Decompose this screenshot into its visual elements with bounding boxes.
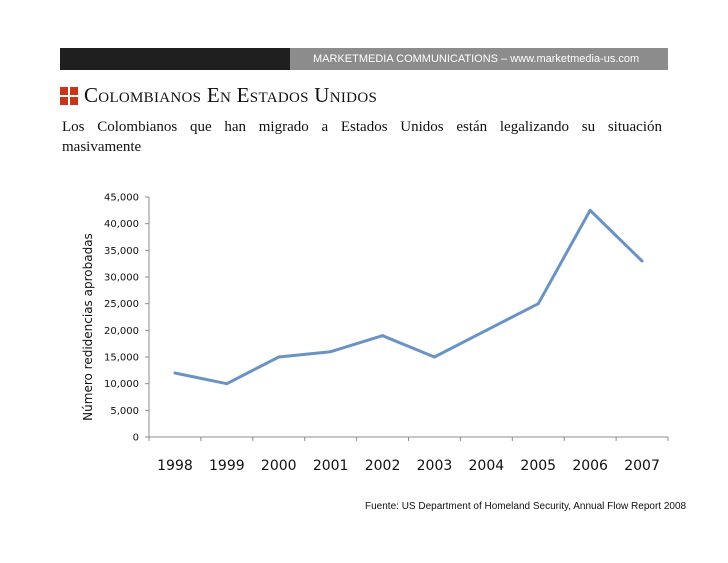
x-tick-label: 1998 [157,458,193,474]
y-axis-label: Número redidencias aprobadas [81,233,95,421]
y-tick-label: 20,000 [104,326,139,337]
x-tick-label: 2002 [365,458,401,474]
header-dark-block [60,48,290,70]
header-banner: MARKETMEDIA COMMUNICATIONS – www.marketm… [60,48,668,70]
x-tick-label: 2000 [261,458,297,474]
x-tick-label: 1999 [209,458,245,474]
x-tick-label: 2001 [313,458,349,474]
data-point-1998 [173,371,177,375]
title-row: Colombianos En Estados Unidos [60,83,377,108]
y-tick-label: 30,000 [104,273,139,284]
series-line [174,208,644,386]
four-squares-logo-icon [60,86,78,105]
y-tick-label: 10,000 [104,379,139,390]
page-subtitle: Los Colombianos que han migrado a Estado… [62,119,662,155]
y-tick-label: 15,000 [104,353,139,364]
data-point-2003 [432,355,436,359]
x-tick-label: 2005 [520,458,556,474]
header-banner-text: MARKETMEDIA COMMUNICATIONS – www.marketm… [290,48,668,70]
y-tick-label: 35,000 [104,246,139,257]
x-tick-label: 2006 [572,458,608,474]
source-note: Fuente: US Department of Homeland Securi… [365,501,687,512]
y-tick-label: 45,000 [104,193,139,204]
x-tick-label: 2007 [624,458,660,474]
x-tick-label: 2004 [469,458,505,474]
data-point-2007 [640,259,644,263]
data-point-2002 [381,334,385,338]
y-tick-label: 0 [133,433,139,444]
data-point-2005 [536,302,540,306]
page-title: Colombianos En Estados Unidos [84,83,378,107]
data-point-2000 [277,355,281,359]
data-point-2006 [588,208,592,212]
y-tick-label: 5,000 [110,406,139,417]
data-point-2004 [484,328,488,332]
x-tick-label: 2003 [417,458,453,474]
data-point-1999 [225,382,229,386]
y-tick-label: 40,000 [104,219,139,230]
y-tick-label: 25,000 [104,299,139,310]
data-point-2001 [329,350,333,354]
